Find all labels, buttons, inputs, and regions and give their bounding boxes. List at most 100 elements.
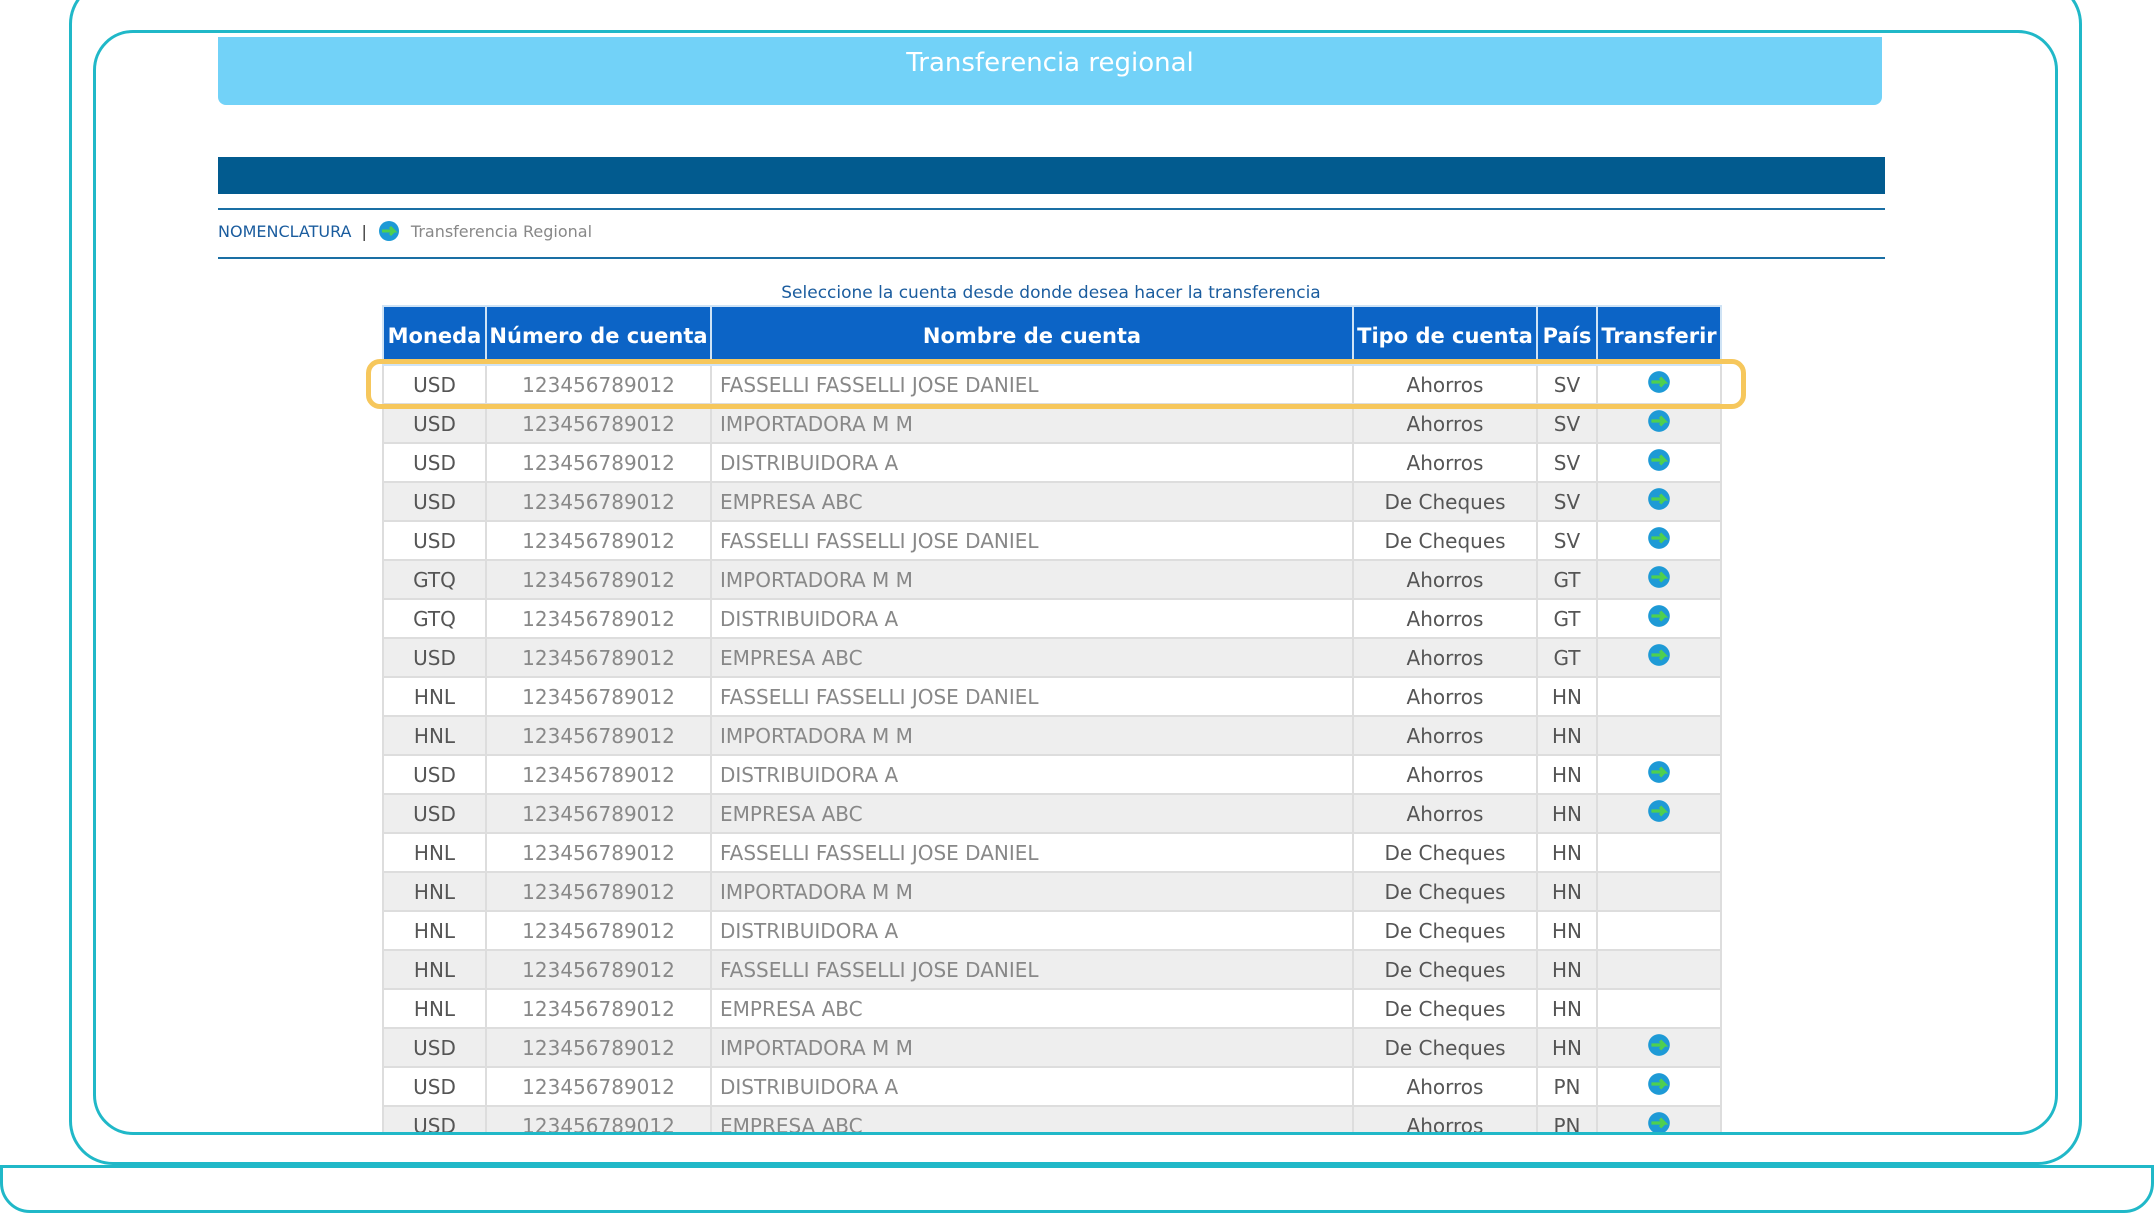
- breadcrumb-root[interactable]: NOMENCLATURA: [218, 221, 352, 241]
- cell: EMPRESA ABC: [710, 481, 1354, 522]
- transfer-icon[interactable]: [1646, 486, 1672, 512]
- cell: 123456789012: [485, 559, 712, 600]
- cell: HN: [1536, 754, 1598, 795]
- table-row[interactable]: USD 123456789012 DISTRIBUIDORA A Ahorros PN: [382, 1066, 1722, 1107]
- transfer-icon[interactable]: [1646, 1071, 1672, 1097]
- cell: Ahorros: [1352, 364, 1538, 405]
- cell: 123456789012: [485, 442, 712, 483]
- column-header: País: [1536, 305, 1598, 366]
- screen: Transferencia regional NOMENCLATURA | Tr…: [93, 30, 2058, 1135]
- transfer-icon[interactable]: [1646, 525, 1672, 551]
- cell: SV: [1536, 520, 1598, 561]
- cell: USD: [382, 1066, 487, 1107]
- highlight: [366, 359, 1746, 409]
- table-row[interactable]: HNL 123456789012 DISTRIBUIDORA A De Cheques…: [382, 910, 1722, 951]
- cell: SV: [1536, 364, 1598, 405]
- accounts-table: Moneda Número de cuenta Nombre de cuenta Ti…: [382, 305, 1722, 1135]
- breadcrumb-current: Transferencia Regional: [410, 221, 593, 241]
- cell: FASSELLI FASSELLI JOSE DANIEL: [710, 949, 1354, 990]
- table-row[interactable]: USD 123456789012 EMPRESA ABC Ahorros PN: [382, 1105, 1722, 1135]
- cell: Ahorros: [1352, 1105, 1538, 1132]
- cell: DISTRIBUIDORA A: [710, 598, 1354, 639]
- table-row[interactable]: GTQ 123456789012 IMPORTADORA M M Ahorros GT: [382, 559, 1722, 600]
- table-row[interactable]: USD 123456789012 DISTRIBUIDORA A Ahorros SV: [382, 442, 1722, 483]
- column-header: Moneda: [382, 305, 487, 366]
- cell: IMPORTADORA M M: [710, 559, 1354, 600]
- transfer-icon[interactable]: [1646, 408, 1672, 434]
- cell: Ahorros: [1352, 793, 1538, 834]
- cell: HNL: [382, 988, 487, 1029]
- table-row[interactable]: HNL 123456789012 EMPRESA ABC De Cheques HN: [382, 988, 1722, 1029]
- cell: GT: [1536, 637, 1598, 678]
- transfer-cell: [1596, 676, 1722, 717]
- column-header: Transferir: [1596, 305, 1722, 366]
- laptop-base: [0, 1165, 2154, 1213]
- transfer-cell: [1596, 832, 1722, 873]
- transfer-cell: [1596, 715, 1722, 756]
- cell: GTQ: [382, 598, 487, 639]
- table-row[interactable]: USD 123456789012 IMPORTADORA M M Ahorros SV: [382, 403, 1722, 444]
- transfer-cell: [1596, 949, 1722, 990]
- cell: HNL: [382, 715, 487, 756]
- cell: EMPRESA ABC: [710, 988, 1354, 1029]
- cell: 123456789012: [485, 715, 712, 756]
- cell: 123456789012: [485, 988, 712, 1029]
- table-row[interactable]: USD 123456789012 FASSELLI FASSELLI JOSE DA…: [382, 364, 1722, 405]
- table-row[interactable]: HNL 123456789012 IMPORTADORA M M De Cheques…: [382, 871, 1722, 912]
- divider: [218, 257, 1885, 259]
- cell: 123456789012: [485, 364, 712, 405]
- cell: De Cheques: [1352, 481, 1538, 522]
- cell: USD: [382, 637, 487, 678]
- table-row[interactable]: HNL 123456789012 FASSELLI FASSELLI JOSE DA…: [382, 832, 1722, 873]
- transfer-icon[interactable]: [1646, 564, 1672, 590]
- table-row[interactable]: GTQ 123456789012 DISTRIBUIDORA A Ahorros GT: [382, 598, 1722, 639]
- cell: DISTRIBUIDORA A: [710, 910, 1354, 951]
- transfer-icon[interactable]: [1646, 1110, 1672, 1135]
- cell: HN: [1536, 1027, 1598, 1068]
- divider: [218, 208, 1885, 210]
- cell: Ahorros: [1352, 403, 1538, 444]
- cell: 123456789012: [485, 910, 712, 951]
- cell: DISTRIBUIDORA A: [710, 1066, 1354, 1107]
- cell: HN: [1536, 949, 1598, 990]
- table-row[interactable]: USD 123456789012 DISTRIBUIDORA A Ahorros HN: [382, 754, 1722, 795]
- table-row[interactable]: USD 123456789012 IMPORTADORA M M De Cheques…: [382, 1027, 1722, 1068]
- transfer-cell: [1596, 793, 1722, 834]
- transfer-icon[interactable]: [1646, 1032, 1672, 1058]
- cell: Ahorros: [1352, 442, 1538, 483]
- cell: FASSELLI FASSELLI JOSE DANIEL: [710, 832, 1354, 873]
- transfer-icon[interactable]: [1646, 759, 1672, 785]
- cell: 123456789012: [485, 403, 712, 444]
- transfer-icon[interactable]: [1646, 798, 1672, 824]
- cell: 123456789012: [485, 481, 712, 522]
- cell: USD: [382, 793, 487, 834]
- transfer-cell: [1596, 910, 1722, 951]
- table-row[interactable]: USD 123456789012 EMPRESA ABC Ahorros GT: [382, 637, 1722, 678]
- cell: HN: [1536, 676, 1598, 717]
- table-row[interactable]: USD 123456789012 EMPRESA ABC Ahorros HN: [382, 793, 1722, 834]
- transfer-cell: [1596, 598, 1722, 639]
- transfer-icon[interactable]: [1646, 447, 1672, 473]
- table-row[interactable]: USD 123456789012 FASSELLI FASSELLI JOSE DA…: [382, 520, 1722, 561]
- column-header: Número de cuenta: [485, 305, 712, 366]
- transfer-icon[interactable]: [1646, 603, 1672, 629]
- table-row[interactable]: HNL 123456789012 FASSELLI FASSELLI JOSE DA…: [382, 676, 1722, 717]
- cell: Ahorros: [1352, 676, 1538, 717]
- transfer-cell: [1596, 364, 1722, 405]
- laptop-frame: [69, 0, 2082, 1165]
- transfer-icon[interactable]: [1646, 642, 1672, 668]
- cell: EMPRESA ABC: [710, 637, 1354, 678]
- cell: 123456789012: [485, 637, 712, 678]
- table-row[interactable]: USD 123456789012 EMPRESA ABC De Cheques SV: [382, 481, 1722, 522]
- table-header: Moneda Número de cuenta Nombre de cuenta Ti…: [382, 305, 1722, 366]
- cell: FASSELLI FASSELLI JOSE DANIEL: [710, 364, 1354, 405]
- table-row[interactable]: HNL 123456789012 FASSELLI FASSELLI JOSE DA…: [382, 949, 1722, 990]
- cell: 123456789012: [485, 1027, 712, 1068]
- transfer-icon[interactable]: [1646, 369, 1672, 395]
- transfer-cell: [1596, 754, 1722, 795]
- transfer-cell: [1596, 1066, 1722, 1107]
- table-row[interactable]: HNL 123456789012 IMPORTADORA M M Ahorros HN: [382, 715, 1722, 756]
- cell: USD: [382, 520, 487, 561]
- transfer-cell: [1596, 871, 1722, 912]
